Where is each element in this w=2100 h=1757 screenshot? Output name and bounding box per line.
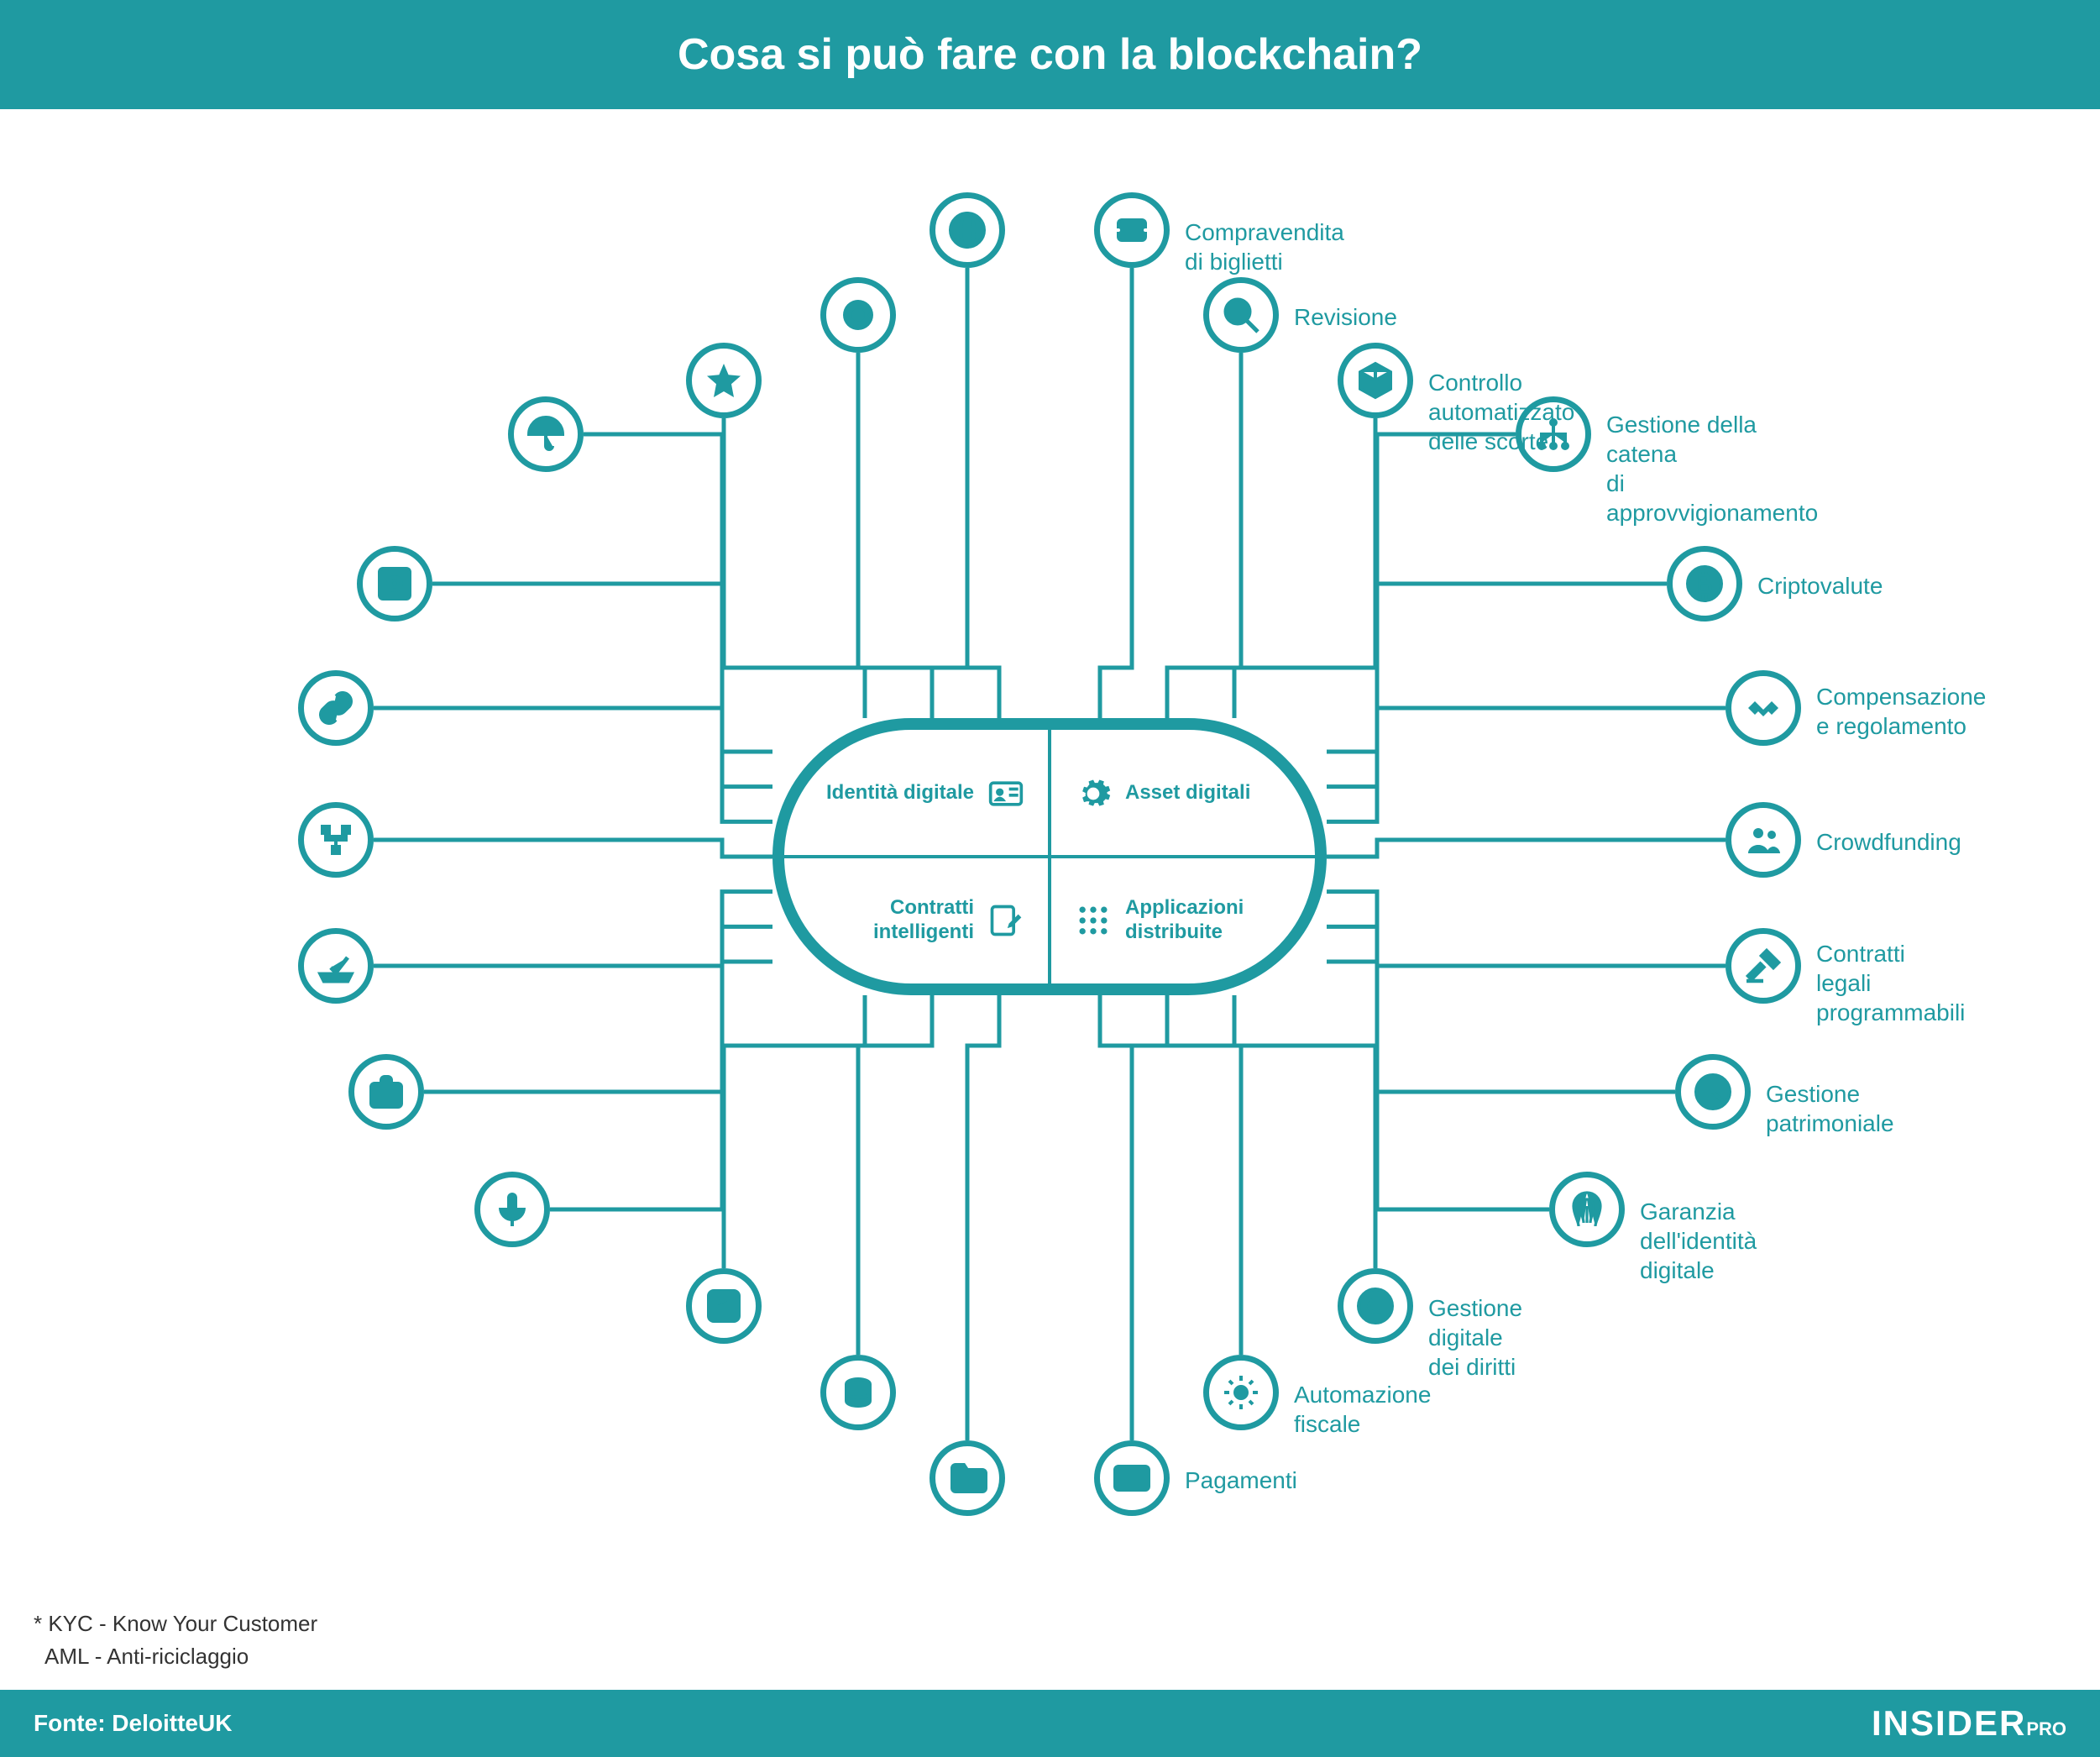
gear-icon: [1075, 775, 1112, 812]
flowchart-icon: [298, 802, 374, 878]
search-icon: [1203, 277, 1279, 353]
link-icon: [298, 670, 374, 746]
hub-quadrant-assets: Asset digitali: [1050, 730, 1315, 857]
bitcoin-icon: [1667, 546, 1742, 622]
node-label: Automazione fiscale: [1294, 1380, 1431, 1439]
chip-icon: [820, 277, 896, 353]
footnote-line: * KYC - Know Your Customer: [34, 1608, 317, 1640]
hub-label: Applicazioni distribuite: [1125, 896, 1290, 945]
folder-icon: [930, 1440, 1005, 1516]
hub-label: Identità digitale: [826, 781, 974, 805]
umbrella-icon: [508, 396, 584, 472]
brand-logo: INSIDERPRO: [1872, 1703, 2066, 1744]
footnote: * KYC - Know Your Customer AML - Anti-ri…: [34, 1608, 317, 1673]
node-label: Garanzia dell'identità digitale: [1640, 1197, 1757, 1285]
brand-main: INSIDER: [1872, 1703, 2026, 1743]
ticket-icon: [1094, 192, 1170, 268]
vote-icon: [298, 928, 374, 1004]
node-label: Compensazione e regolamento: [1816, 682, 1986, 741]
globe-icon: [930, 192, 1005, 268]
edit-doc-icon: [987, 902, 1024, 939]
hub: Identità digitale Asset digitali Contrat…: [772, 718, 1327, 995]
footer-bar: Fonte: DeloitteUK INSIDERPRO: [0, 1690, 2100, 1757]
grid-dots-icon: [1075, 902, 1112, 939]
node-label: Pagamenti: [1185, 1466, 1297, 1495]
safe-icon: [357, 546, 432, 622]
pie-icon: [1675, 1054, 1751, 1130]
hub-quadrant-identity: Identità digitale: [784, 730, 1050, 857]
card-icon: [1094, 1440, 1170, 1516]
handshake-icon: [1726, 670, 1801, 746]
hub-label: Contratti intelligenti: [809, 896, 974, 945]
node-label: Gestione digitale dei diritti: [1428, 1293, 1522, 1382]
users-icon: [1726, 802, 1801, 878]
footnote-line: AML - Anti-riciclaggio: [34, 1640, 317, 1673]
node-label: Criptovalute: [1757, 571, 1883, 601]
node-label: Crowdfunding: [1816, 827, 1961, 857]
node-label: Compravendita di biglietti: [1185, 218, 1344, 276]
gear-icon: [1203, 1355, 1279, 1430]
mic-icon: [474, 1172, 550, 1247]
header-bar: Cosa si può fare con la blockchain?: [0, 0, 2100, 109]
hub-quadrant-apps: Applicazioni distribuite: [1050, 857, 1315, 983]
check-icon: [686, 1268, 762, 1344]
star-icon: [686, 343, 762, 418]
brand-suffix: PRO: [2026, 1718, 2066, 1739]
node-label: Contratti legali programmabili: [1816, 939, 1965, 1027]
id-card-icon: [987, 775, 1024, 812]
fingerprint-icon: [1549, 1172, 1625, 1247]
hub-quadrant-contracts: Contratti intelligenti: [784, 857, 1050, 983]
source-label: Fonte: DeloitteUK: [34, 1710, 232, 1737]
node-label: Controllo automatizzato delle scorte: [1428, 368, 1574, 456]
page-title: Cosa si può fare con la blockchain?: [678, 29, 1422, 80]
copyright-icon: [1338, 1268, 1413, 1344]
coins-icon: [820, 1355, 896, 1430]
box-icon: [1338, 343, 1413, 418]
infographic-canvas: Cosa si può fare con la blockchain? Iden…: [0, 0, 2100, 1757]
gavel-icon: [1726, 928, 1801, 1004]
node-label: Revisione: [1294, 302, 1397, 332]
node-label: Gestione patrimoniale: [1766, 1079, 1894, 1138]
medkit-icon: [348, 1054, 424, 1130]
node-label: Gestione della catena di approvvigioname…: [1606, 410, 1818, 527]
hub-label: Asset digitali: [1125, 781, 1250, 805]
